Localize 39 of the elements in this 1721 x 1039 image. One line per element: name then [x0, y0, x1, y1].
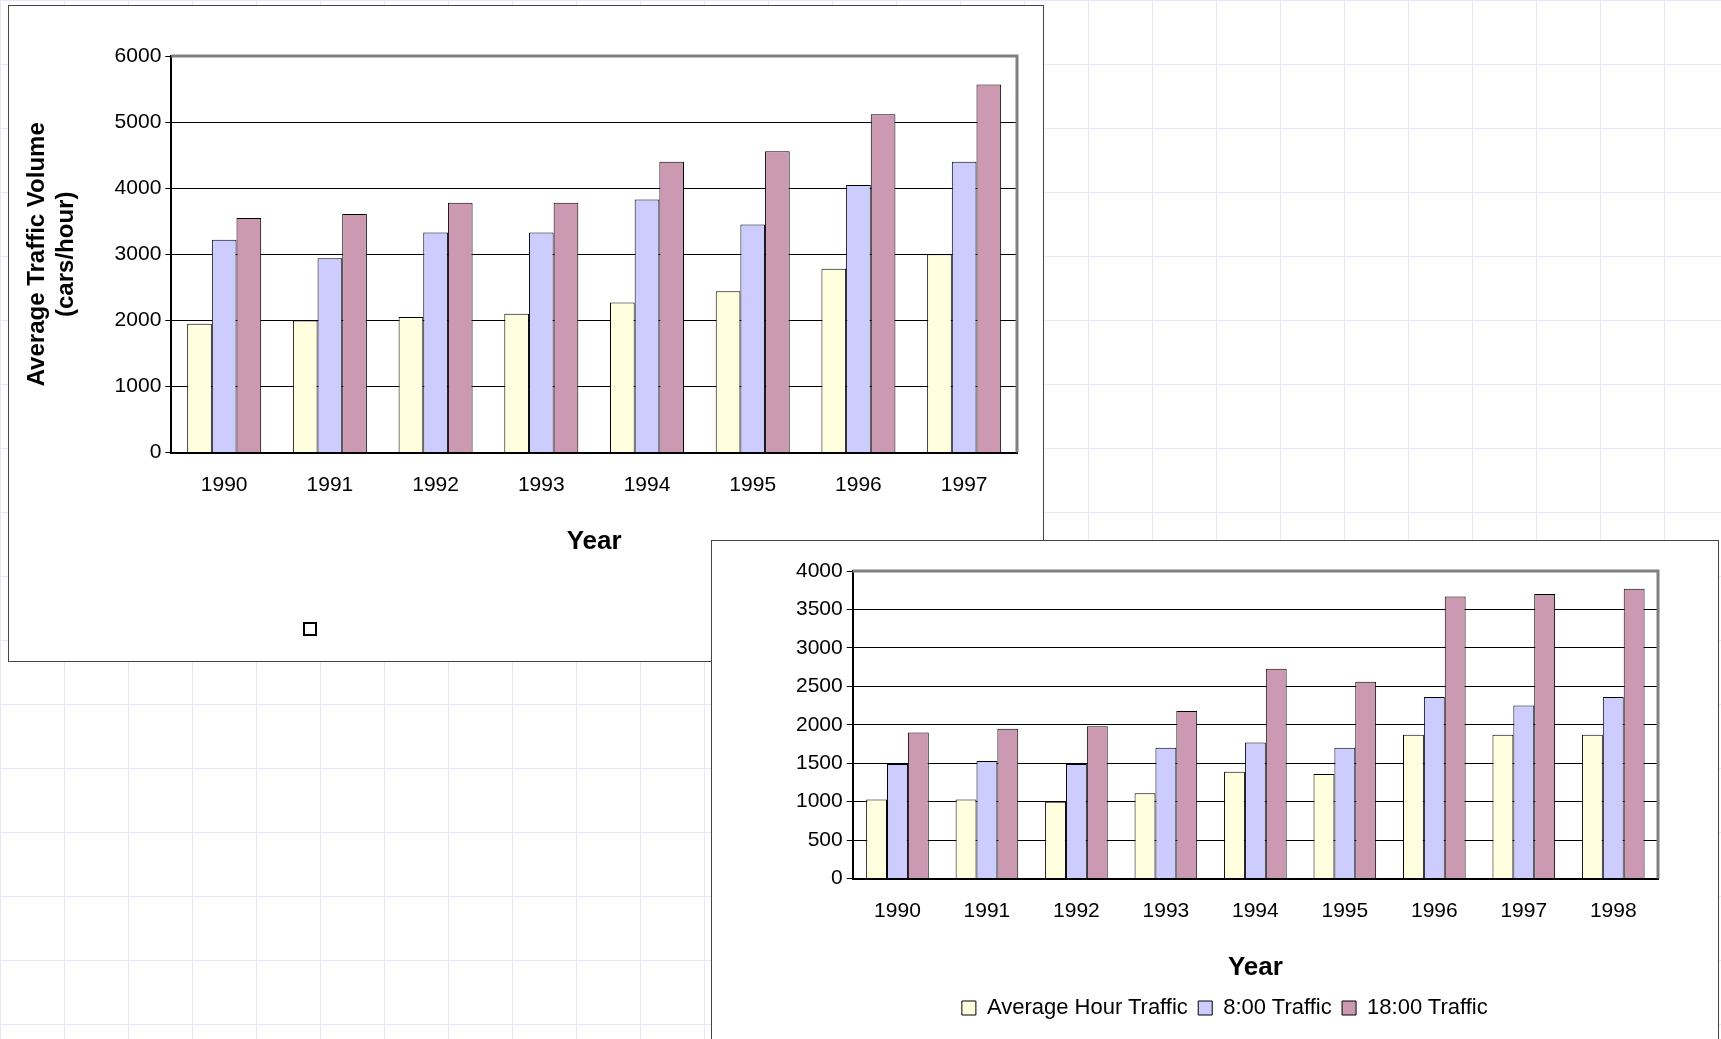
x-tick-label: 1995 — [1321, 898, 1369, 921]
y-tick-label: 5000 — [114, 108, 162, 132]
legend-label: 8:00 Traffic — [1223, 994, 1332, 1020]
x-tick-label: 1993 — [1142, 898, 1190, 921]
y-tick-label: 0 — [831, 865, 843, 889]
y-tick-label: 4000 — [114, 175, 162, 198]
x-axis-title: Year — [1227, 950, 1283, 981]
legend-label: 18:00 Traffic — [1367, 994, 1488, 1020]
y-tick-label: 3000 — [796, 634, 843, 658]
y-tick-label: 0 — [149, 439, 162, 463]
legend-label: Average Hour Traffic — [986, 994, 1188, 1020]
y-tick-label: 1500 — [796, 750, 843, 774]
x-tick-label: 1992 — [412, 472, 459, 495]
x-tick-label: 1996 — [835, 472, 882, 495]
y-tick-label: 1000 — [114, 373, 162, 397]
x-tick-label: 1992 — [1053, 898, 1100, 921]
x-tick-label: 1997 — [1500, 898, 1548, 921]
x-tick-label: 1991 — [306, 472, 354, 495]
y-axis-title: Average Traffic Volume (cars/hour) — [22, 122, 78, 387]
x-tick-label: 1990 — [200, 472, 248, 495]
y-tick-label: 4000 — [796, 557, 843, 581]
y-tick-label: 2000 — [114, 307, 162, 331]
x-axis-title: Year — [566, 524, 622, 555]
x-tick-label: 1997 — [940, 472, 988, 495]
x-tick-label: 1995 — [729, 472, 777, 495]
x-tick-label: 1996 — [1410, 898, 1458, 921]
x-tick-label: 1991 — [963, 898, 1011, 921]
x-tick-label: 1994 — [1232, 898, 1280, 921]
y-tick-label: 2000 — [796, 711, 843, 735]
x-tick-label: 1994 — [623, 472, 671, 495]
x-tick-label: 1998 — [1589, 898, 1637, 921]
y-tick-label: 3000 — [114, 241, 162, 265]
x-tick-label: 1993 — [517, 472, 565, 495]
y-tick-label: 500 — [807, 826, 843, 850]
y-tick-label: 2500 — [796, 673, 843, 697]
y-tick-label: 6000 — [114, 42, 162, 66]
x-tick-label: 1990 — [874, 898, 921, 921]
y-tick-label: 3500 — [796, 596, 843, 620]
y-tick-label: 1000 — [796, 788, 843, 812]
